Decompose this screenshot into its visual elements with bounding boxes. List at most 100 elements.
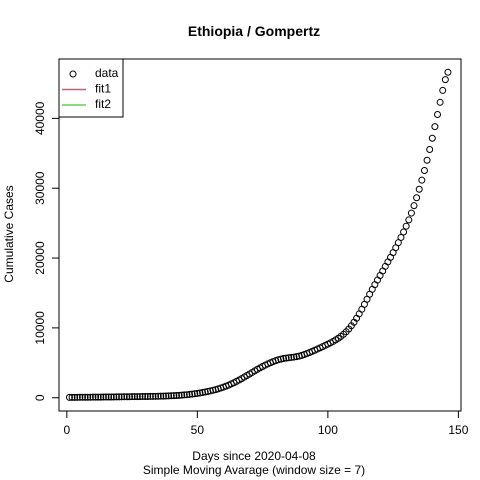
legend-label-fit2: fit2 bbox=[95, 97, 111, 111]
data-point bbox=[204, 388, 212, 396]
data-point bbox=[180, 391, 188, 399]
data-point bbox=[92, 393, 100, 401]
y-tick-label: 20000 bbox=[33, 241, 47, 275]
data-point bbox=[188, 390, 196, 398]
data-point bbox=[99, 393, 107, 401]
x-tick-label: 100 bbox=[318, 423, 338, 437]
data-point bbox=[407, 209, 415, 217]
data-point bbox=[152, 392, 160, 400]
legend-box bbox=[58, 58, 124, 118]
data-point bbox=[89, 393, 97, 401]
data-point bbox=[434, 111, 442, 119]
x-axis: 0 50 100 150 bbox=[63, 410, 469, 437]
x-axis-label: Days since 2020-04-08 bbox=[192, 449, 316, 463]
data-point bbox=[206, 387, 214, 395]
data-point bbox=[146, 392, 154, 400]
data-point bbox=[183, 391, 191, 399]
data-series bbox=[65, 68, 452, 401]
data-point bbox=[162, 392, 170, 400]
y-tick-label: 10000 bbox=[33, 311, 47, 345]
chart-title: Ethiopia / Gompertz bbox=[188, 23, 320, 39]
data-point bbox=[118, 393, 126, 401]
data-point bbox=[157, 392, 165, 400]
data-point bbox=[402, 222, 410, 230]
data-point bbox=[439, 86, 447, 94]
data-point bbox=[287, 353, 295, 361]
x-tick-label: 0 bbox=[63, 423, 70, 437]
data-point bbox=[172, 392, 180, 400]
data-point bbox=[405, 216, 413, 224]
data-point bbox=[139, 393, 147, 401]
data-point bbox=[102, 393, 110, 401]
data-point bbox=[410, 202, 418, 210]
data-point bbox=[167, 392, 175, 400]
data-point bbox=[154, 392, 162, 400]
data-point bbox=[277, 355, 285, 363]
data-point bbox=[165, 392, 173, 400]
data-point bbox=[125, 393, 133, 401]
data-point bbox=[149, 392, 157, 400]
data-point bbox=[397, 233, 405, 241]
y-axis-label: Cumulative Cases bbox=[2, 185, 16, 282]
data-point bbox=[170, 392, 178, 400]
data-point bbox=[413, 194, 421, 202]
data-point bbox=[178, 391, 186, 399]
y-tick-label: 0 bbox=[33, 394, 47, 401]
data-point bbox=[68, 393, 76, 401]
data-point bbox=[78, 393, 86, 401]
data-point bbox=[444, 68, 452, 76]
x-axis-subtitle: Simple Moving Avarage (window size = 7) bbox=[143, 463, 365, 477]
data-point bbox=[120, 393, 128, 401]
data-point bbox=[110, 393, 118, 401]
data-point bbox=[71, 393, 79, 401]
data-point bbox=[141, 393, 149, 401]
data-point bbox=[115, 393, 123, 401]
data-point bbox=[81, 393, 89, 401]
data-point bbox=[196, 389, 204, 397]
x-tick-label: 50 bbox=[191, 423, 205, 437]
data-point bbox=[123, 393, 131, 401]
data-point bbox=[73, 393, 81, 401]
x-tick-label: 150 bbox=[448, 423, 468, 437]
data-point bbox=[186, 390, 194, 398]
data-point bbox=[279, 355, 287, 363]
data-point bbox=[107, 393, 115, 401]
data-point bbox=[175, 391, 183, 399]
data-point bbox=[285, 354, 293, 362]
data-point bbox=[293, 353, 301, 361]
y-tick-label: 30000 bbox=[33, 171, 47, 205]
data-point bbox=[133, 393, 141, 401]
data-point bbox=[420, 167, 428, 175]
data-point bbox=[136, 393, 144, 401]
data-point bbox=[131, 393, 139, 401]
data-point bbox=[418, 176, 426, 184]
data-point bbox=[431, 123, 439, 131]
data-point bbox=[436, 98, 444, 106]
data-point bbox=[144, 392, 152, 400]
data-point bbox=[105, 393, 113, 401]
data-point bbox=[84, 393, 92, 401]
data-point bbox=[290, 353, 298, 361]
data-point bbox=[191, 390, 199, 398]
data-point bbox=[201, 388, 209, 396]
data-point bbox=[97, 393, 105, 401]
legend-label-data: data bbox=[95, 66, 119, 80]
data-point bbox=[423, 156, 431, 164]
legend-label-fit1: fit1 bbox=[95, 82, 111, 96]
data-point bbox=[426, 146, 434, 154]
data-point bbox=[76, 393, 84, 401]
data-point bbox=[65, 393, 73, 401]
data-point bbox=[415, 185, 423, 193]
data-point bbox=[159, 392, 167, 400]
y-tick-label: 40000 bbox=[33, 101, 47, 135]
data-point bbox=[193, 389, 201, 397]
data-point bbox=[199, 389, 207, 397]
legend-marker-data bbox=[69, 70, 77, 78]
data-point bbox=[428, 134, 436, 142]
data-point bbox=[86, 393, 94, 401]
data-point bbox=[400, 228, 408, 236]
data-point bbox=[94, 393, 102, 401]
data-point bbox=[128, 393, 136, 401]
